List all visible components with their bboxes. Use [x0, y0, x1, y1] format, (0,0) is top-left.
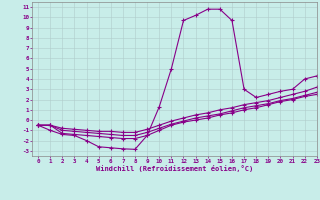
- X-axis label: Windchill (Refroidissement éolien,°C): Windchill (Refroidissement éolien,°C): [96, 165, 253, 172]
